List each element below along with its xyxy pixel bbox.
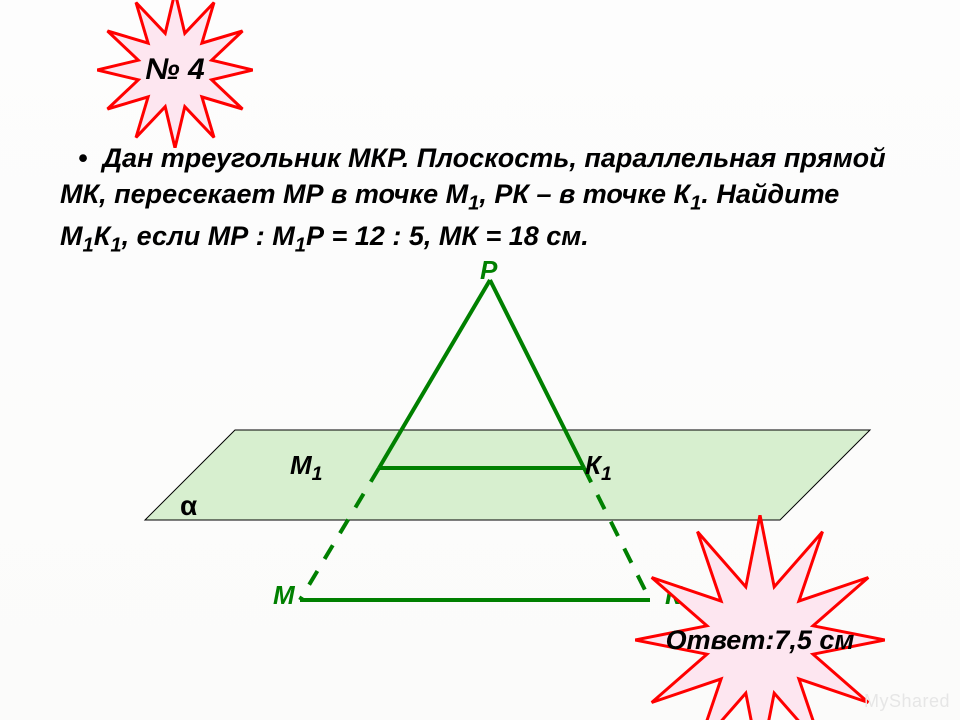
label-M: М <box>273 580 295 611</box>
problem-text: • Дан треугольник МКР. Плоскость, паралл… <box>60 140 900 260</box>
problem-number-label: № 4 <box>97 0 253 148</box>
label-P: Р <box>480 255 497 286</box>
label-K1: К1 <box>585 450 612 486</box>
plane-alpha <box>145 430 870 520</box>
answer-star: Ответ:7,5 см <box>635 515 885 720</box>
label-alpha: α <box>180 490 197 522</box>
watermark: MyShared <box>864 691 950 712</box>
label-M1: М1 <box>290 450 323 486</box>
problem-number-star: № 4 <box>97 0 253 148</box>
plane-polygon <box>145 430 870 520</box>
triangle-lines <box>300 280 650 600</box>
slide: { "problem_number": "№ 4", "problem_text… <box>0 0 960 720</box>
answer-label: Ответ:7,5 см <box>635 515 885 720</box>
problem-body: Дан треугольник МКР. Плоскость, параллел… <box>60 143 886 251</box>
